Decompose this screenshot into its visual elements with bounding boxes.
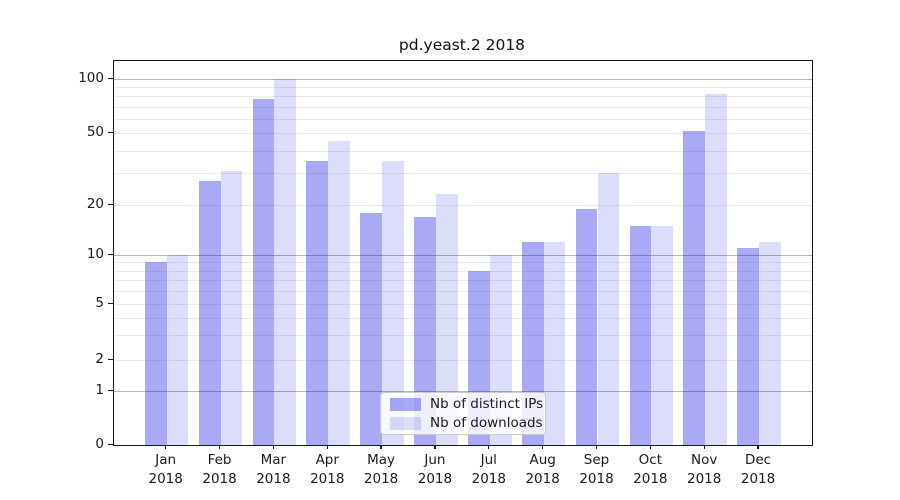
minor-gridline-5 [114,304,812,305]
y-tick-mark-5 [108,302,113,304]
minor-gridline-50 [114,133,812,134]
x-tick-mark-jan [165,445,167,449]
plot-area [113,60,813,446]
bar-downloads-oct [651,225,674,445]
x-tick-mark-aug [541,445,544,449]
chart-title: pd.yeast.2 2018 [398,36,526,54]
y-tick-mark-0 [108,443,113,445]
legend-label-distinct-ips: Nb of distinct IPs [430,396,544,412]
x-tick-mark-oct [649,445,652,449]
legend-item-distinct-ips: Nb of distinct IPs [381,396,545,412]
x-tick-mark-nov [703,445,705,449]
y-tick-label-50: 50 [86,124,104,140]
legend: Nb of distinct IPs Nb of downloads [380,392,546,435]
x-tick-mark-jun [434,445,436,449]
x-tick-mark-sep [595,445,598,449]
y-tick-mark-10 [108,253,113,255]
x-tick-label-aug: Aug 2018 [525,452,560,487]
x-tick-label-feb: Feb 2018 [202,452,237,487]
x-tick-label-may: May 2018 [363,452,399,487]
minor-gridline-7 [114,280,812,282]
x-tick-label-dec: Dec 2018 [740,452,776,487]
y-tick-mark-1 [108,389,113,391]
minor-gridline-80 [114,96,812,98]
legend-item-downloads: Nb of downloads [381,415,545,431]
x-tick-label-apr: Apr 2018 [310,452,345,487]
minor-gridline-30 [114,173,812,175]
bar-downloads-aug [543,241,566,445]
minor-gridline-20 [114,205,812,206]
bar-downloads-may [382,161,404,445]
x-tick-label-jun: Jun 2018 [417,452,453,487]
legend-swatch-downloads [390,416,421,430]
y-tick-label-0: 0 [95,436,104,452]
bar-downloads-jan [166,255,189,445]
major-gridline-1 [114,391,812,392]
x-tick-label-sep: Sep 2018 [579,452,614,487]
y-tick-mark-20 [108,203,113,205]
y-tick-label-1: 1 [95,382,104,398]
bar-downloads-mar [274,79,297,445]
x-tick-label-mar: Mar 2018 [256,452,291,487]
bar-downloads-dec [759,241,781,445]
bar-distinct-ips-mar [252,99,275,445]
x-tick-mark-mar [272,445,275,449]
minor-gridline-60 [114,118,812,120]
bar-distinct-ips-sep [575,208,598,445]
bar-distinct-ips-dec [737,248,760,445]
x-tick-label-jul: Jul 2018 [471,452,506,487]
minor-gridline-9 [114,262,812,264]
major-gridline-100 [114,79,812,80]
bar-downloads-apr [328,141,351,445]
y-tick-label-100: 100 [78,70,104,86]
y-tick-label-10: 10 [86,246,104,262]
x-tick-label-oct: Oct 2018 [633,452,668,487]
y-tick-mark-50 [108,131,113,133]
y-tick-label-5: 5 [95,295,104,311]
minor-gridline-90 [114,87,812,89]
y-tick-mark-2 [108,358,113,360]
bar-distinct-ips-jan [144,262,167,445]
bar-downloads-nov [705,94,727,445]
minor-gridline-4 [114,317,812,319]
bar-distinct-ips-oct [629,225,652,445]
minor-gridline-2 [114,360,812,361]
minor-gridline-8 [114,270,812,272]
bar-distinct-ips-nov [683,131,706,445]
legend-swatch-distinct-ips [390,397,421,411]
x-tick-mark-jul [488,445,490,449]
bar-distinct-ips-feb [198,181,221,445]
x-tick-label-jan: Jan 2018 [148,452,183,487]
x-tick-mark-apr [326,445,328,449]
minor-gridline-40 [114,150,812,152]
x-tick-label-nov: Nov 2018 [687,452,722,487]
minor-gridline-6 [114,291,812,293]
x-tick-mark-feb [218,445,221,449]
bar-distinct-ips-apr [306,161,329,445]
x-tick-mark-dec [757,445,759,449]
minor-gridline-70 [114,106,812,108]
major-gridline-10 [114,255,812,256]
bar-downloads-jun [435,194,458,445]
bar-distinct-ips-may [360,212,383,445]
bar-distinct-ips-jun [414,216,436,445]
y-tick-label-20: 20 [86,196,104,212]
minor-gridline-3 [114,335,812,337]
y-tick-label-2: 2 [95,351,104,367]
legend-label-downloads: Nb of downloads [430,415,543,431]
x-tick-mark-may [380,445,382,449]
bar-downloads-sep [597,173,620,445]
bar-downloads-feb [220,170,243,445]
y-tick-mark-100 [108,77,113,79]
